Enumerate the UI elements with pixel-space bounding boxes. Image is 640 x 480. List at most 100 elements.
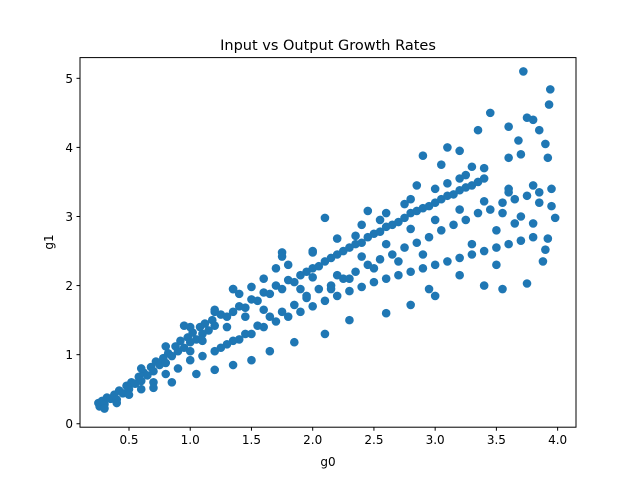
- data-point: [412, 181, 422, 190]
- data-point: [550, 213, 560, 223]
- data-point: [412, 238, 422, 248]
- data-point: [492, 260, 501, 270]
- data-point: [228, 360, 238, 370]
- data-point: [345, 274, 354, 283]
- data-point: [430, 260, 440, 270]
- data-point: [418, 151, 428, 160]
- data-point: [516, 236, 526, 245]
- data-point: [381, 239, 391, 249]
- data-point: [514, 136, 523, 145]
- data-point: [210, 305, 220, 315]
- y-tick-label: 4: [65, 141, 73, 155]
- data-point: [241, 329, 250, 339]
- data-point: [345, 286, 354, 296]
- y-tick-label: 2: [65, 279, 73, 293]
- data-point: [436, 160, 446, 169]
- data-point: [265, 312, 275, 321]
- data-point: [479, 246, 489, 256]
- data-point: [449, 190, 458, 199]
- data-point: [498, 208, 507, 218]
- x-tick-label: 1.0: [181, 433, 200, 447]
- data-point: [136, 384, 146, 394]
- data-point: [332, 270, 342, 280]
- data-point: [296, 307, 305, 317]
- data-point: [516, 212, 526, 221]
- data-point: [394, 217, 403, 227]
- data-point: [357, 252, 366, 261]
- data-point: [253, 296, 262, 306]
- data-point: [185, 355, 195, 365]
- data-point: [357, 282, 366, 292]
- data-point: [443, 143, 452, 152]
- data-point: [241, 312, 250, 321]
- y-tick-label: 5: [65, 72, 73, 86]
- x-tick-label: 4.0: [548, 433, 567, 447]
- data-point: [271, 317, 281, 326]
- data-point: [290, 300, 299, 310]
- data-point: [308, 248, 317, 257]
- x-tick-label: 1.5: [242, 433, 261, 447]
- data-point: [543, 153, 553, 163]
- data-point: [228, 336, 238, 346]
- data-point: [185, 346, 195, 356]
- data-point: [381, 274, 391, 283]
- data-point: [400, 243, 409, 252]
- data-point: [381, 308, 391, 318]
- data-point: [241, 303, 250, 312]
- data-point: [541, 245, 550, 254]
- data-point: [547, 184, 556, 194]
- data-point: [290, 337, 299, 347]
- data-point: [277, 307, 287, 317]
- data-point: [271, 264, 281, 273]
- data-point: [320, 329, 330, 339]
- data-point: [541, 139, 550, 149]
- data-point: [510, 219, 520, 228]
- data-point: [222, 312, 232, 321]
- data-point: [516, 150, 526, 159]
- data-point: [504, 239, 513, 249]
- data-point: [375, 215, 385, 225]
- x-tick-label: 3.0: [426, 433, 445, 447]
- data-point: [332, 291, 342, 301]
- x-tick-label: 2.0: [303, 433, 322, 447]
- data-point: [519, 67, 528, 76]
- data-point: [234, 289, 244, 299]
- data-point: [351, 267, 360, 277]
- data-point: [247, 355, 256, 365]
- data-point: [357, 238, 366, 248]
- data-point: [406, 194, 415, 204]
- data-point: [112, 398, 122, 408]
- data-point: [430, 215, 440, 225]
- data-point: [522, 191, 532, 201]
- data-point: [210, 365, 220, 375]
- data-point: [381, 208, 391, 218]
- data-point: [265, 289, 275, 299]
- data-point: [400, 213, 409, 223]
- data-point: [400, 199, 409, 209]
- data-point: [369, 277, 379, 287]
- data-point: [259, 305, 269, 315]
- data-point: [528, 181, 538, 190]
- data-point: [302, 293, 311, 303]
- data-point: [545, 85, 555, 94]
- data-point: [430, 184, 440, 194]
- data-point: [528, 115, 538, 125]
- data-point: [345, 315, 354, 325]
- chart-title: Input vs Output Growth Rates: [220, 38, 436, 54]
- data-point: [461, 215, 471, 225]
- data-point: [357, 220, 366, 230]
- data-point: [406, 267, 415, 277]
- data-point: [473, 208, 483, 218]
- data-point: [534, 125, 544, 135]
- data-point: [510, 194, 520, 204]
- data-point: [534, 188, 544, 197]
- y-tick-label: 0: [65, 417, 73, 431]
- data-point: [436, 226, 446, 235]
- data-point: [522, 279, 532, 288]
- data-point: [265, 346, 275, 356]
- data-point: [296, 284, 305, 294]
- data-point: [222, 322, 232, 332]
- data-point: [259, 274, 269, 283]
- data-point: [320, 296, 330, 306]
- data-point: [388, 250, 397, 259]
